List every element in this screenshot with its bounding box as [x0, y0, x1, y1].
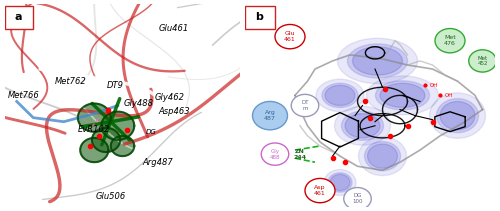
Text: ZN
244: ZN 244: [294, 149, 306, 160]
Circle shape: [469, 50, 496, 72]
Ellipse shape: [324, 169, 356, 195]
Text: Met
452: Met 452: [477, 55, 488, 66]
Circle shape: [275, 24, 305, 49]
Ellipse shape: [366, 76, 438, 115]
Polygon shape: [102, 112, 134, 140]
Text: OH: OH: [445, 93, 454, 98]
FancyBboxPatch shape: [245, 6, 275, 28]
Polygon shape: [111, 136, 134, 156]
Text: Asp
461: Asp 461: [314, 185, 326, 196]
Text: Glu506: Glu506: [96, 192, 126, 201]
Circle shape: [435, 28, 465, 53]
Text: OH: OH: [430, 83, 438, 88]
Text: Gly488: Gly488: [124, 99, 154, 108]
Ellipse shape: [328, 173, 352, 192]
Ellipse shape: [430, 93, 486, 138]
Ellipse shape: [352, 47, 403, 75]
Ellipse shape: [364, 142, 400, 171]
FancyBboxPatch shape: [5, 6, 33, 28]
Ellipse shape: [368, 144, 398, 168]
Ellipse shape: [342, 111, 384, 140]
Text: Met
476: Met 476: [444, 35, 456, 46]
Text: DT
m: DT m: [301, 100, 309, 111]
Text: DT9: DT9: [107, 81, 124, 90]
Text: DG: DG: [146, 129, 156, 135]
Ellipse shape: [334, 106, 390, 145]
Polygon shape: [78, 103, 111, 132]
Ellipse shape: [380, 83, 425, 108]
Text: b: b: [255, 12, 262, 22]
Ellipse shape: [325, 85, 355, 106]
Text: Asp463: Asp463: [158, 107, 190, 116]
Text: Glu461: Glu461: [159, 24, 190, 33]
Text: Gly462: Gly462: [154, 93, 184, 102]
Text: Met762: Met762: [55, 77, 86, 86]
Polygon shape: [80, 138, 108, 162]
Ellipse shape: [316, 79, 364, 112]
Text: a: a: [14, 12, 22, 22]
Ellipse shape: [436, 99, 478, 133]
Ellipse shape: [440, 101, 475, 130]
Text: Arg487: Arg487: [142, 158, 173, 167]
Text: Glu
461: Glu 461: [284, 31, 296, 42]
Ellipse shape: [358, 137, 406, 176]
Text: Arg
487: Arg 487: [264, 110, 276, 121]
Text: Gly
488: Gly 488: [270, 149, 280, 160]
Circle shape: [344, 188, 371, 210]
Text: DG
100: DG 100: [352, 193, 363, 204]
Circle shape: [291, 94, 319, 117]
Circle shape: [252, 101, 288, 130]
Ellipse shape: [348, 44, 408, 78]
Ellipse shape: [376, 81, 430, 110]
Polygon shape: [92, 128, 120, 152]
Ellipse shape: [322, 83, 358, 108]
Text: Met766: Met766: [8, 91, 40, 100]
Ellipse shape: [338, 38, 417, 84]
Circle shape: [305, 179, 335, 203]
Ellipse shape: [330, 174, 350, 191]
Ellipse shape: [345, 114, 380, 138]
Text: EvR102: EvR102: [78, 125, 110, 134]
Circle shape: [261, 143, 289, 165]
